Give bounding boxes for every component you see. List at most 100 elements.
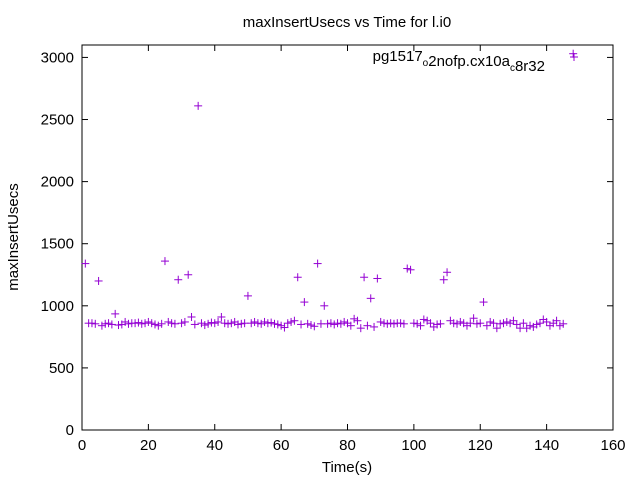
data-point: [489, 319, 498, 328]
data-point: [502, 317, 511, 326]
data-point: [154, 321, 163, 330]
data-point: [356, 324, 365, 333]
y-tick-label: 1000: [41, 298, 74, 315]
data-point: [177, 319, 186, 328]
data-point: [184, 270, 193, 279]
x-tick-label: 140: [534, 437, 559, 454]
data-point: [237, 319, 246, 328]
data-point: [250, 317, 259, 326]
data-point: [277, 321, 286, 330]
data-point: [333, 319, 342, 328]
data-point: [350, 314, 359, 323]
data-point: [194, 101, 203, 110]
y-tick-label: 0: [66, 422, 74, 439]
data-point: [555, 321, 564, 330]
data-point: [174, 275, 183, 284]
data-point: [399, 319, 408, 328]
data-point: [320, 301, 329, 310]
x-tick-label: 0: [78, 437, 86, 454]
data-point: [270, 319, 279, 328]
y-tick-label: 500: [49, 360, 74, 377]
x-tick-label: 20: [140, 437, 157, 454]
data-point: [406, 265, 415, 274]
data-point: [409, 319, 418, 328]
data-point: [370, 322, 379, 331]
x-tick-label: 80: [339, 437, 356, 454]
x-axis-label: Time(s): [322, 459, 372, 476]
data-point: [124, 319, 133, 328]
y-axis-label: maxInsertUsecs: [5, 183, 22, 291]
data-point: [373, 274, 382, 283]
data-point: [180, 317, 189, 326]
data-point: [207, 318, 216, 327]
data-point: [144, 317, 153, 326]
data-point: [453, 319, 462, 328]
data-point: [363, 321, 372, 330]
data-point: [214, 317, 223, 326]
plot-frame: [81, 44, 614, 431]
data-point: [496, 319, 505, 328]
data-point: [303, 319, 312, 328]
y-tick-label: 2500: [41, 112, 74, 129]
data-point: [87, 319, 96, 328]
data-point: [509, 316, 518, 325]
data-point: [114, 321, 123, 330]
x-tick-labels: 0 20 40 60 80 100 120 140 160: [78, 437, 626, 454]
data-point: [111, 309, 120, 318]
data-point: [512, 320, 521, 329]
x-tick-label: 100: [401, 437, 426, 454]
y-tick-label: 1500: [41, 236, 74, 253]
data-point: [287, 317, 296, 326]
data-point: [280, 323, 289, 332]
data-point: [131, 319, 140, 328]
data-point: [204, 319, 213, 328]
data-point: [91, 319, 100, 328]
data-point: [472, 319, 481, 328]
data-point: [200, 321, 209, 330]
data-point: [330, 320, 339, 329]
data-point: [187, 312, 196, 321]
data-point: [456, 317, 465, 326]
data-point: [97, 321, 106, 330]
data-point: [396, 319, 405, 328]
data-point: [433, 320, 442, 329]
data-point: [376, 317, 385, 326]
data-point: [297, 320, 306, 329]
data-point: [526, 321, 535, 330]
data-point: [134, 318, 143, 327]
data-point: [224, 319, 233, 328]
data-point: [101, 319, 110, 328]
data-point: [290, 316, 299, 325]
data-point: [449, 319, 458, 328]
data-point: [81, 259, 90, 268]
data-point: [476, 319, 485, 328]
data-point: [260, 317, 269, 326]
data-point: [210, 319, 219, 328]
data-point: [170, 319, 179, 328]
chart-title: maxInsertUsecs vs Time for l.i0: [243, 14, 451, 31]
data-point: [532, 320, 541, 329]
data-point: [346, 321, 355, 330]
data-point: [416, 321, 425, 330]
data-point: [253, 319, 262, 328]
data-point: [160, 257, 169, 266]
data-point: [273, 320, 282, 329]
data-point: [293, 273, 302, 282]
data-point: [257, 319, 266, 328]
data-point: [94, 276, 103, 285]
data-point: [157, 319, 166, 328]
data-points: [81, 49, 578, 333]
data-point: [300, 298, 309, 307]
legend-label: pg1517o2nofp.cx10ac8r32: [373, 48, 545, 75]
data-point: [197, 319, 206, 328]
legend-marker: [570, 53, 578, 61]
data-point: [439, 275, 448, 284]
data-point: [403, 264, 412, 273]
x-tick-label: 120: [468, 437, 493, 454]
y-tick-labels: 0 500 1000 1500 2000 2500 3000: [41, 49, 74, 439]
y-tick-label: 2000: [41, 174, 74, 191]
data-point: [413, 319, 422, 328]
data-point: [569, 49, 578, 58]
data-point: [263, 319, 272, 328]
data-point: [227, 319, 236, 328]
